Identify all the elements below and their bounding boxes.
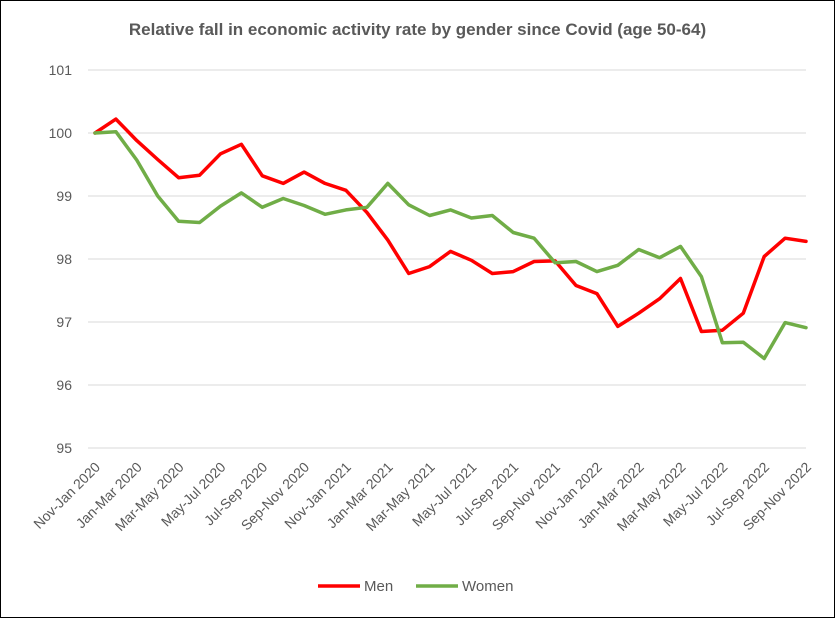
- series-lines: [93, 117, 808, 361]
- y-tick-label: 97: [56, 314, 72, 330]
- y-axis-tick-labels: 95 96 97 98 99 100 101: [49, 62, 73, 456]
- y-tick-label: 98: [56, 251, 72, 267]
- y-tick-label: 100: [49, 125, 73, 141]
- series-line-women: [93, 129, 808, 361]
- series-line-men: [93, 117, 808, 334]
- chart-title: Relative fall in economic activity rate …: [128, 20, 707, 39]
- gridlines: [88, 69, 806, 449]
- y-tick-label: 101: [49, 62, 73, 78]
- legend-label-women: Women: [462, 578, 513, 595]
- y-tick-label: 95: [56, 440, 72, 456]
- y-tick-label: 96: [56, 377, 72, 393]
- y-tick-label: 99: [56, 188, 72, 204]
- legend: Men Women: [318, 578, 513, 595]
- legend-label-men: Men: [364, 578, 393, 595]
